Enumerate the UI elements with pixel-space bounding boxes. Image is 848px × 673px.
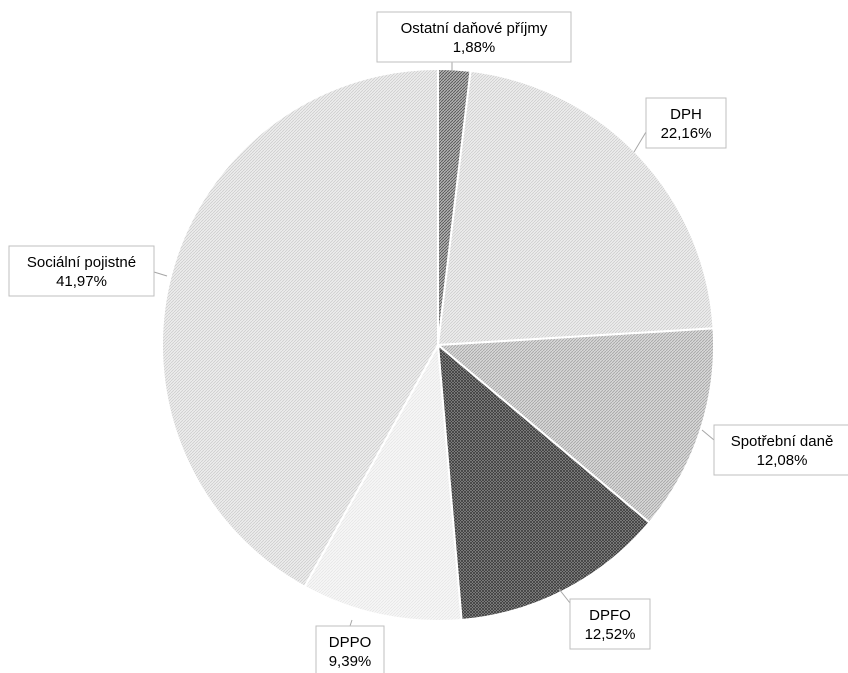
label-box <box>713 424 848 476</box>
pie-slice-dph <box>436 69 715 347</box>
slice-name: DPH <box>670 106 702 123</box>
slice-percentage: 22,16% <box>661 125 712 142</box>
pie-slice-sociální-pojistné <box>161 67 439 588</box>
leader-line <box>701 429 715 441</box>
label-box <box>8 245 155 297</box>
pie-slice-dppo <box>303 341 463 622</box>
slice-name: Spotřební daně <box>731 433 834 450</box>
label-box <box>376 11 572 63</box>
slice-label: Sociální pojistné 41,97% <box>8 245 155 297</box>
slice-labels: Ostatní daňové příjmy 1,88% DPH 22,16% Spotř… <box>8 11 848 673</box>
slice-name: DPPO <box>329 634 372 651</box>
slice-percentage: 41,97% <box>56 273 107 290</box>
leader-line <box>349 619 353 627</box>
pie-slice-spotřební-daně <box>435 327 715 524</box>
leader-lines <box>153 62 715 627</box>
slice-label: DPPO 9,39% <box>315 625 385 673</box>
leader-line <box>153 271 168 277</box>
slice-label: DPH 22,16% <box>645 97 727 149</box>
pie-slices <box>161 67 715 622</box>
slice-name: Sociální pojistné <box>27 254 136 271</box>
leader-line <box>633 131 647 153</box>
slice-name: DPFO <box>589 607 631 624</box>
slice-percentage: 12,08% <box>757 452 808 469</box>
leader-line <box>558 588 571 604</box>
label-box <box>569 598 651 650</box>
slice-label: Spotřební daně 12,08% <box>713 424 848 476</box>
slice-name: Ostatní daňové příjmy <box>401 20 548 37</box>
slice-percentage: 12,52% <box>585 626 636 643</box>
slice-label: Ostatní daňové příjmy 1,88% <box>376 11 572 63</box>
slice-label: DPFO 12,52% <box>569 598 651 650</box>
label-box <box>645 97 727 149</box>
slice-percentage: 9,39% <box>329 653 372 670</box>
slice-percentage: 1,88% <box>453 39 496 56</box>
label-box <box>315 625 385 673</box>
pie-slice-dpfo <box>436 342 651 622</box>
